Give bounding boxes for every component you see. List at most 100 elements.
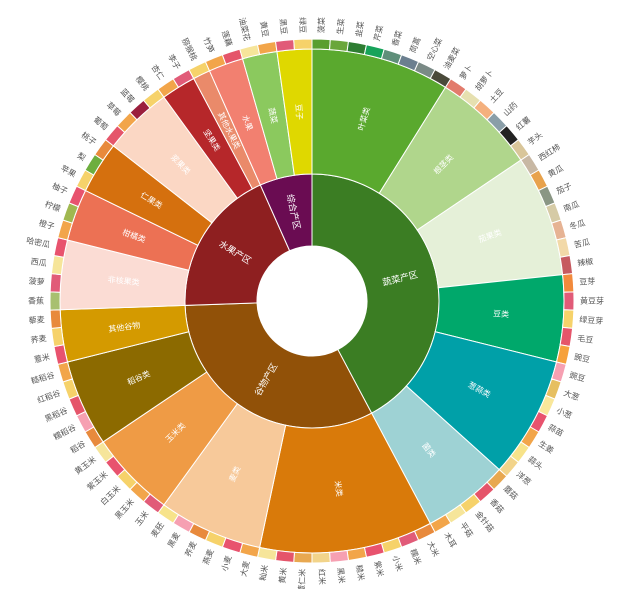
item-slice[interactable] [559, 254, 574, 276]
item-label: 大葱 [562, 387, 580, 402]
item-slice[interactable] [49, 291, 61, 311]
item-label: 木耳 [442, 530, 459, 549]
item-slice[interactable] [293, 38, 313, 51]
item-label: 金针菇 [473, 509, 496, 534]
item-label: 生菜 [335, 18, 347, 35]
item-label: 黑米 [336, 567, 348, 584]
item-label: 豌豆 [568, 370, 586, 384]
item-label: 薏仁米 [296, 569, 307, 589]
item-label: 猕猴桃 [180, 36, 200, 62]
item-label: 草莓 [105, 100, 123, 118]
item-label: 红稻谷 [36, 387, 62, 405]
item-label: 薏米 [33, 351, 51, 364]
item-label: 玉米 [133, 509, 151, 528]
item-label: 葡萄 [92, 114, 111, 132]
item-label: 黄豆 [258, 20, 271, 37]
item-label: 豆芽 [579, 276, 596, 287]
slices-layer [49, 38, 575, 564]
item-label: 李子 [166, 52, 183, 71]
item-label: 平菇 [458, 520, 475, 539]
item-label: 柠檬 [44, 199, 62, 214]
item-slice[interactable] [49, 309, 62, 329]
item-label: 黑稻谷 [43, 405, 69, 424]
item-label: 荞麦 [183, 539, 199, 558]
item-slice[interactable] [563, 291, 575, 311]
item-label: 稻谷 [68, 438, 87, 455]
center-hole [257, 246, 367, 356]
item-label: 黑豆 [278, 18, 289, 35]
item-label: 菠萝 [28, 276, 45, 287]
item-slice[interactable] [311, 551, 331, 564]
item-slice[interactable] [562, 309, 575, 329]
item-label: 空心菜 [425, 36, 445, 62]
item-slice[interactable] [293, 551, 313, 564]
item-label: 藜麦 [28, 314, 45, 325]
item-slice[interactable] [274, 549, 295, 563]
item-slice[interactable] [559, 326, 574, 348]
item-label: 哈密瓜 [25, 235, 51, 250]
item-label: 大米 [425, 539, 441, 558]
item-slice[interactable] [49, 273, 62, 293]
item-label: 黑麦 [165, 530, 182, 549]
item-label: 蓝莓 [119, 86, 137, 105]
category-label: 豆类 [493, 308, 510, 319]
category-label: 蔬菜 [267, 107, 280, 125]
item-label: 萝卜 [457, 62, 474, 81]
item-label: 莲藕 [220, 29, 234, 47]
item-label: 蘑菇 [502, 483, 520, 501]
category-label: 非核果类 [107, 274, 140, 287]
item-label: 毛豆 [577, 333, 594, 345]
item-slice[interactable] [50, 326, 65, 348]
item-label: 南瓜 [562, 199, 580, 214]
item-label: 黄豆芽 [580, 296, 604, 306]
item-label: 梨 [76, 150, 88, 163]
item-label: 菠菜 [316, 17, 327, 33]
item-label: 茼蒿 [407, 36, 422, 55]
item-label: 糙米 [354, 564, 367, 581]
item-label: 籼米 [257, 564, 270, 581]
item-label: 芹菜 [371, 24, 385, 42]
item-label: 香菇 [488, 496, 506, 515]
category-label: 豆子 [294, 104, 304, 121]
item-label: 紫米 [372, 560, 386, 578]
item-slice[interactable] [50, 254, 65, 276]
item-label: 桃子 [80, 130, 99, 147]
item-label: 胡萝卜 [473, 68, 496, 93]
item-label: 黑玉米 [113, 496, 136, 521]
item-label: 洋葱 [514, 469, 533, 487]
item-label: 生姜 [537, 438, 556, 455]
item-label: 苹果 [59, 163, 78, 179]
category-label: 其他谷物 [108, 320, 141, 334]
item-label: 白玉米 [98, 483, 122, 507]
item-slice[interactable] [274, 39, 295, 53]
item-label: 大麦 [238, 560, 252, 578]
item-label: 黄米 [277, 567, 289, 584]
item-slice[interactable] [329, 549, 350, 563]
item-label: 荞麦 [30, 333, 47, 345]
item-label: 蒜苗 [547, 422, 566, 438]
item-label: 绿豆 [298, 17, 308, 33]
item-label: 红薯 [514, 114, 533, 132]
item-slice[interactable] [329, 39, 350, 53]
item-label: 韭菜 [353, 20, 366, 37]
item-slice[interactable] [311, 38, 331, 51]
item-label: 西红柿 [536, 142, 562, 163]
item-label: 小葱 [555, 405, 574, 421]
item-label: 豌豆 [573, 351, 591, 364]
item-label: 绿豆芽 [579, 314, 604, 326]
item-label: 小麦 [219, 554, 233, 572]
item-label: 辣椒 [577, 256, 594, 268]
item-label: 油麦菜 [441, 45, 462, 71]
item-label: 香菜 [390, 29, 404, 47]
item-label: 小米 [391, 554, 405, 572]
item-label: 橙子 [38, 217, 56, 231]
item-label: 燕麦 [201, 547, 216, 566]
item-label: 香蕉 [28, 296, 44, 306]
item-label: 麦胚 [149, 520, 166, 539]
item-slice[interactable] [562, 273, 575, 293]
item-label: 西瓜 [30, 257, 47, 268]
item-label: 黄玉米 [73, 454, 98, 476]
item-label: 红米 [317, 569, 328, 585]
